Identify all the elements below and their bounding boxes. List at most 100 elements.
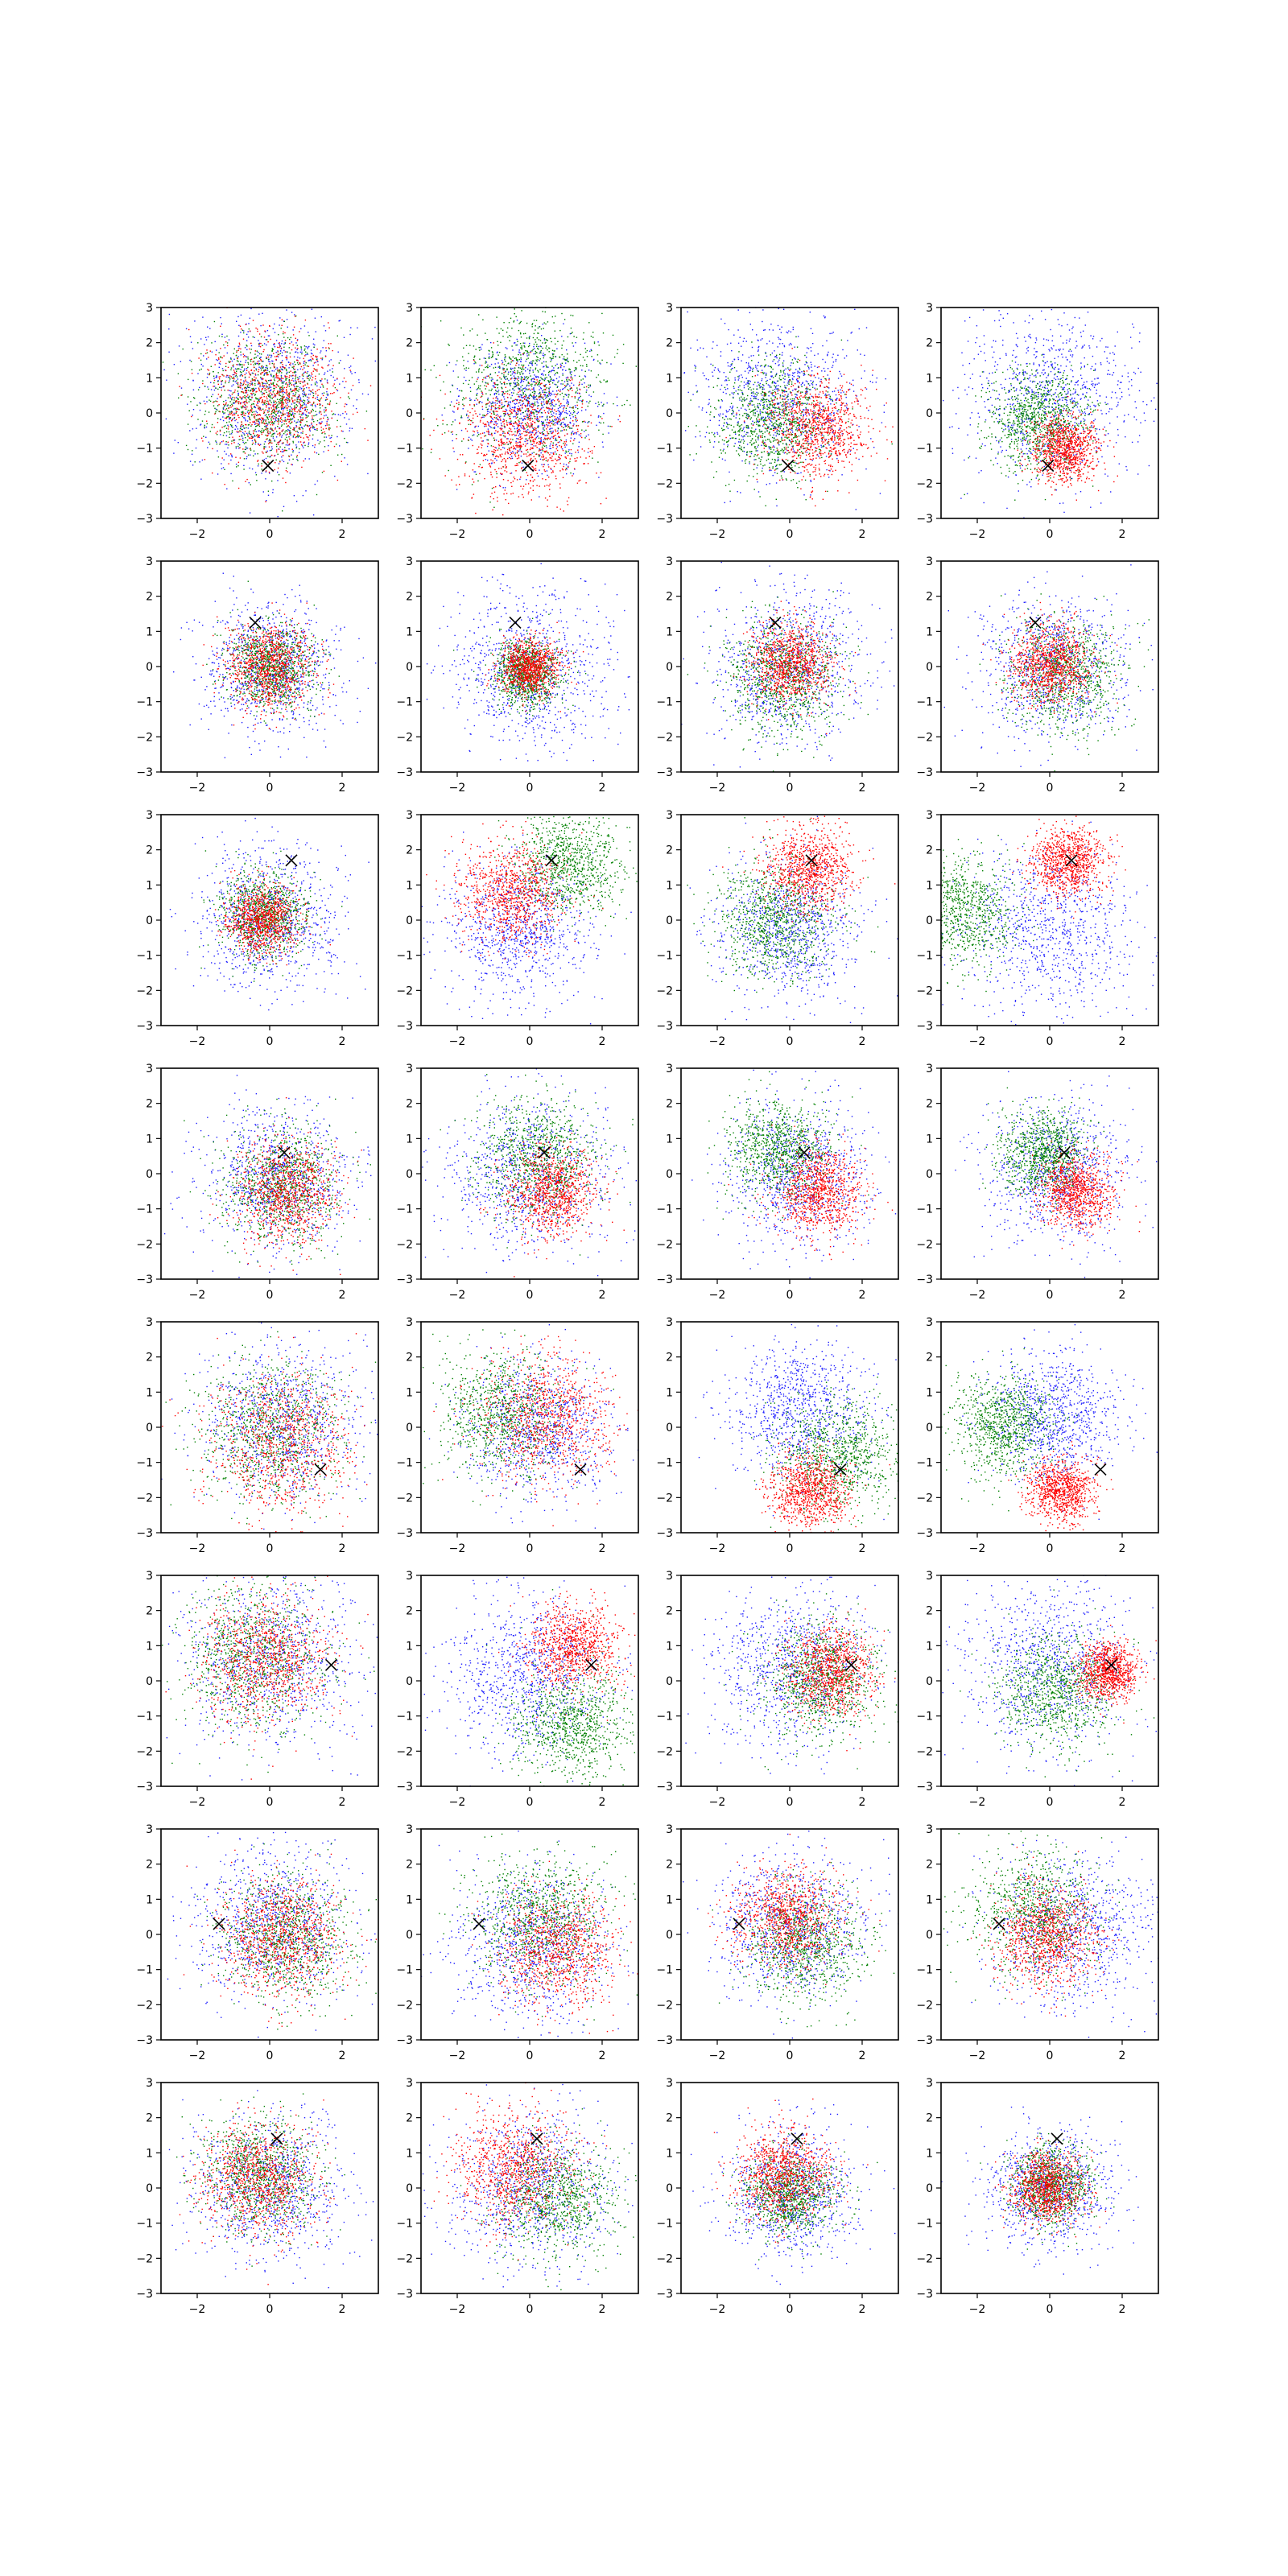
data-point xyxy=(340,397,341,398)
data-point xyxy=(448,345,449,346)
data-point xyxy=(544,338,545,339)
data-point xyxy=(275,386,276,387)
data-point xyxy=(541,403,542,404)
data-point xyxy=(490,466,491,467)
data-point xyxy=(255,388,256,389)
data-point xyxy=(570,418,571,419)
data-point xyxy=(305,354,306,355)
data-point xyxy=(264,336,265,337)
data-point xyxy=(491,389,492,390)
data-point xyxy=(295,392,296,393)
data-point xyxy=(245,347,246,348)
data-point xyxy=(237,387,238,388)
data-point xyxy=(280,402,281,403)
data-point xyxy=(530,351,531,352)
data-point xyxy=(259,401,260,402)
data-point xyxy=(585,348,586,349)
data-point xyxy=(552,419,553,420)
data-point xyxy=(549,420,550,421)
data-point xyxy=(266,425,267,426)
data-point xyxy=(571,333,572,334)
data-point xyxy=(244,369,245,370)
data-point xyxy=(533,346,534,347)
data-point xyxy=(247,434,248,435)
data-point xyxy=(445,392,446,393)
data-point xyxy=(261,465,262,466)
data-point xyxy=(274,365,275,366)
data-point xyxy=(567,357,568,358)
data-point xyxy=(480,464,481,465)
data-point xyxy=(242,392,243,393)
data-point xyxy=(256,474,257,475)
data-point xyxy=(552,399,553,400)
data-point xyxy=(228,442,229,443)
data-point xyxy=(492,351,493,352)
data-point xyxy=(259,390,260,391)
data-point xyxy=(206,339,207,340)
data-point xyxy=(259,407,260,408)
data-point xyxy=(284,321,285,322)
data-point xyxy=(271,413,272,414)
data-point xyxy=(474,431,475,432)
data-point xyxy=(265,441,266,442)
data-point xyxy=(222,368,223,369)
data-point xyxy=(591,356,592,357)
data-point xyxy=(550,386,551,387)
data-point xyxy=(246,433,247,434)
data-point xyxy=(468,368,469,369)
data-point xyxy=(617,349,618,350)
data-point xyxy=(607,402,608,403)
data-point xyxy=(245,405,246,406)
data-point xyxy=(356,408,357,409)
data-point xyxy=(290,388,291,389)
data-point xyxy=(231,425,232,426)
data-point xyxy=(572,315,573,316)
data-point xyxy=(566,429,567,430)
data-point xyxy=(308,412,309,413)
data-point xyxy=(268,402,269,403)
data-point xyxy=(510,458,511,459)
data-point xyxy=(315,444,316,445)
data-point xyxy=(275,420,276,421)
data-point xyxy=(273,412,274,413)
data-point xyxy=(283,350,284,351)
data-point xyxy=(529,389,530,390)
data-point xyxy=(514,428,515,429)
data-point xyxy=(314,297,315,298)
data-point xyxy=(235,409,236,410)
y-tick-label: 3 xyxy=(146,302,153,315)
data-point xyxy=(244,404,245,405)
data-point xyxy=(289,413,290,414)
data-point xyxy=(492,418,493,419)
data-point xyxy=(546,401,547,402)
data-point xyxy=(263,419,264,420)
data-point xyxy=(549,398,550,399)
data-point xyxy=(296,525,297,526)
data-point xyxy=(543,355,544,356)
data-point xyxy=(640,373,641,374)
data-point xyxy=(320,411,321,412)
data-point xyxy=(571,371,572,372)
data-point xyxy=(477,377,478,378)
data-point xyxy=(274,469,275,470)
data-point xyxy=(281,409,282,410)
data-point xyxy=(333,392,334,393)
data-point xyxy=(287,327,288,328)
data-point xyxy=(243,433,244,434)
data-point xyxy=(565,469,566,470)
data-point xyxy=(603,447,604,448)
data-point xyxy=(479,368,480,369)
data-point xyxy=(544,425,545,426)
data-point xyxy=(567,383,568,384)
data-point xyxy=(568,449,569,450)
data-point xyxy=(609,426,610,427)
data-point xyxy=(297,422,298,423)
data-point xyxy=(277,370,278,371)
data-point xyxy=(293,381,294,382)
data-point xyxy=(294,417,295,418)
data-point xyxy=(313,410,314,411)
data-point xyxy=(236,371,237,372)
data-point xyxy=(270,380,271,381)
data-point xyxy=(312,445,313,446)
data-point xyxy=(535,410,536,411)
